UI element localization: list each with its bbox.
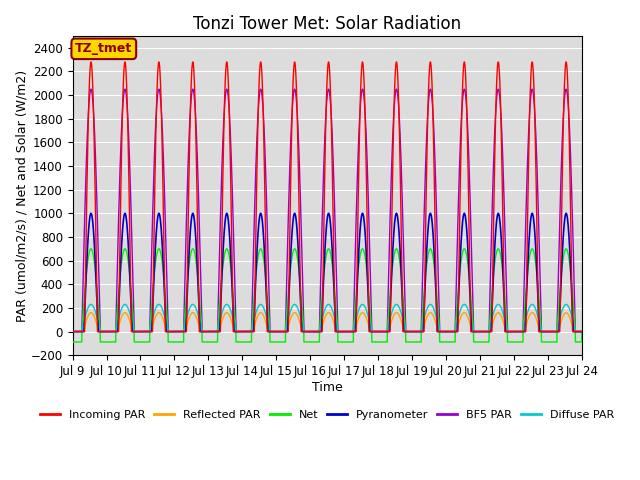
Legend: Incoming PAR, Reflected PAR, Net, Pyranometer, BF5 PAR, Diffuse PAR: Incoming PAR, Reflected PAR, Net, Pyrano…	[36, 406, 618, 424]
Y-axis label: PAR (umol/m2/s) / Net and Solar (W/m2): PAR (umol/m2/s) / Net and Solar (W/m2)	[15, 70, 28, 322]
Title: Tonzi Tower Met: Solar Radiation: Tonzi Tower Met: Solar Radiation	[193, 15, 461, 33]
Text: TZ_tmet: TZ_tmet	[75, 42, 132, 55]
X-axis label: Time: Time	[312, 381, 342, 394]
